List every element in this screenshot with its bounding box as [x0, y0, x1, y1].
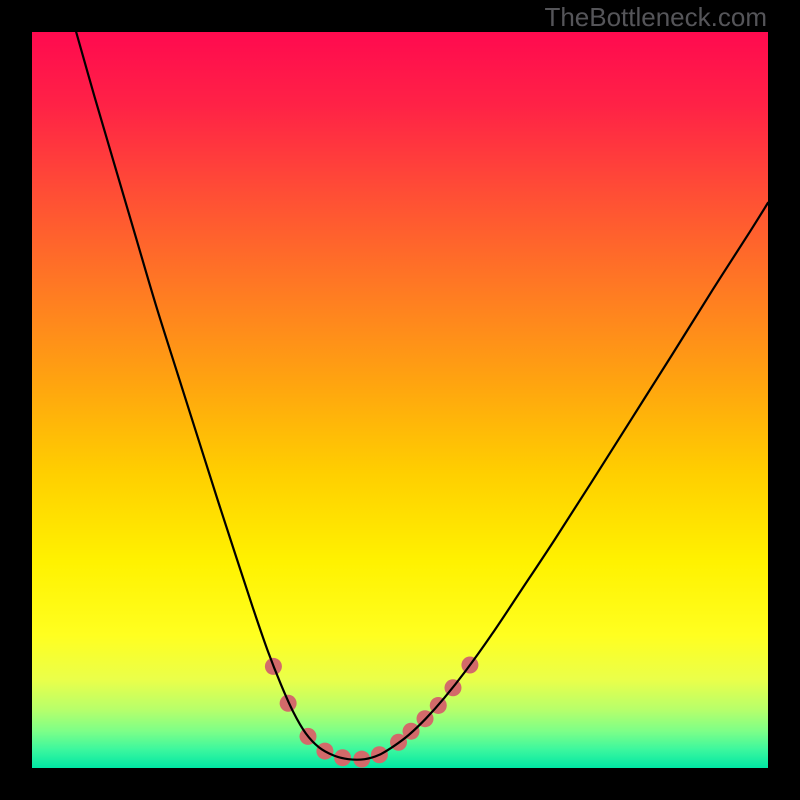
chart-root: TheBottleneck.com: [0, 0, 800, 800]
bottleneck-curve: [76, 32, 768, 760]
chart-area: [32, 32, 768, 768]
markers-group: [265, 656, 479, 767]
watermark-text: TheBottleneck.com: [544, 2, 767, 33]
curve-layer: [32, 32, 768, 768]
